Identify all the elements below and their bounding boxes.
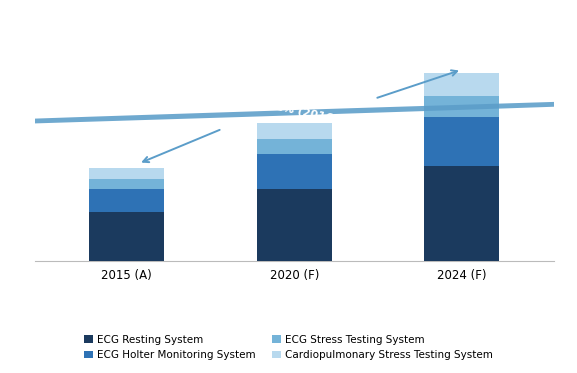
Bar [424, 117, 500, 166]
Bar [89, 168, 164, 179]
Bar [424, 96, 500, 117]
Bar [89, 179, 164, 189]
Legend: ECG Resting System, ECG Holter Monitoring System, ECG Stress Testing System, Car: ECG Resting System, ECG Holter Monitorin… [80, 330, 497, 364]
Bar [257, 123, 332, 139]
Bar [89, 189, 164, 212]
Bar [257, 154, 332, 189]
Bar [257, 189, 332, 261]
Text: ECG Devices Market, Revenue by Products (US$ Mn), 2015, 2020 & 2024: ECG Devices Market, Revenue by Products … [28, 16, 549, 29]
Bar [424, 166, 500, 261]
Bar [89, 212, 164, 261]
Ellipse shape [0, 91, 577, 134]
Bar [257, 139, 332, 154]
Text: CAGR 4.1% (2016-2024): CAGR 4.1% (2016-2024) [225, 91, 374, 132]
Bar [424, 73, 500, 96]
